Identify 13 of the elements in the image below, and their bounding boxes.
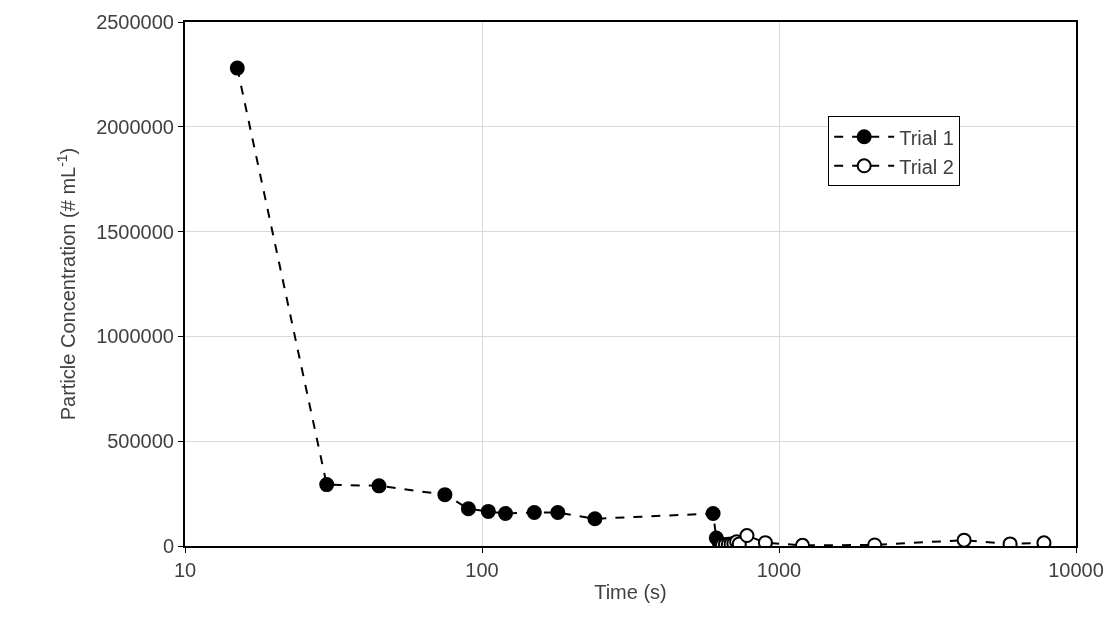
- y-tick-label: 500000: [107, 430, 174, 453]
- y-tick-label: 2000000: [96, 115, 174, 138]
- x-tick-label: 10000: [1048, 559, 1104, 581]
- x-tick-label: 1000: [756, 559, 802, 581]
- x-tick-label: 100: [465, 559, 499, 581]
- y-tick-label: 1500000: [96, 220, 174, 243]
- x-axis-title: Time (s): [594, 581, 667, 603]
- y-tick-label: 2500000: [96, 11, 174, 33]
- y-tick-label: 1000000: [96, 325, 174, 348]
- y-tick-label: 0: [162, 535, 174, 557]
- legend-label: Trial 2: [899, 155, 954, 178]
- x-tick-label: 10: [173, 559, 197, 581]
- legend-label: Trial 1: [899, 126, 954, 149]
